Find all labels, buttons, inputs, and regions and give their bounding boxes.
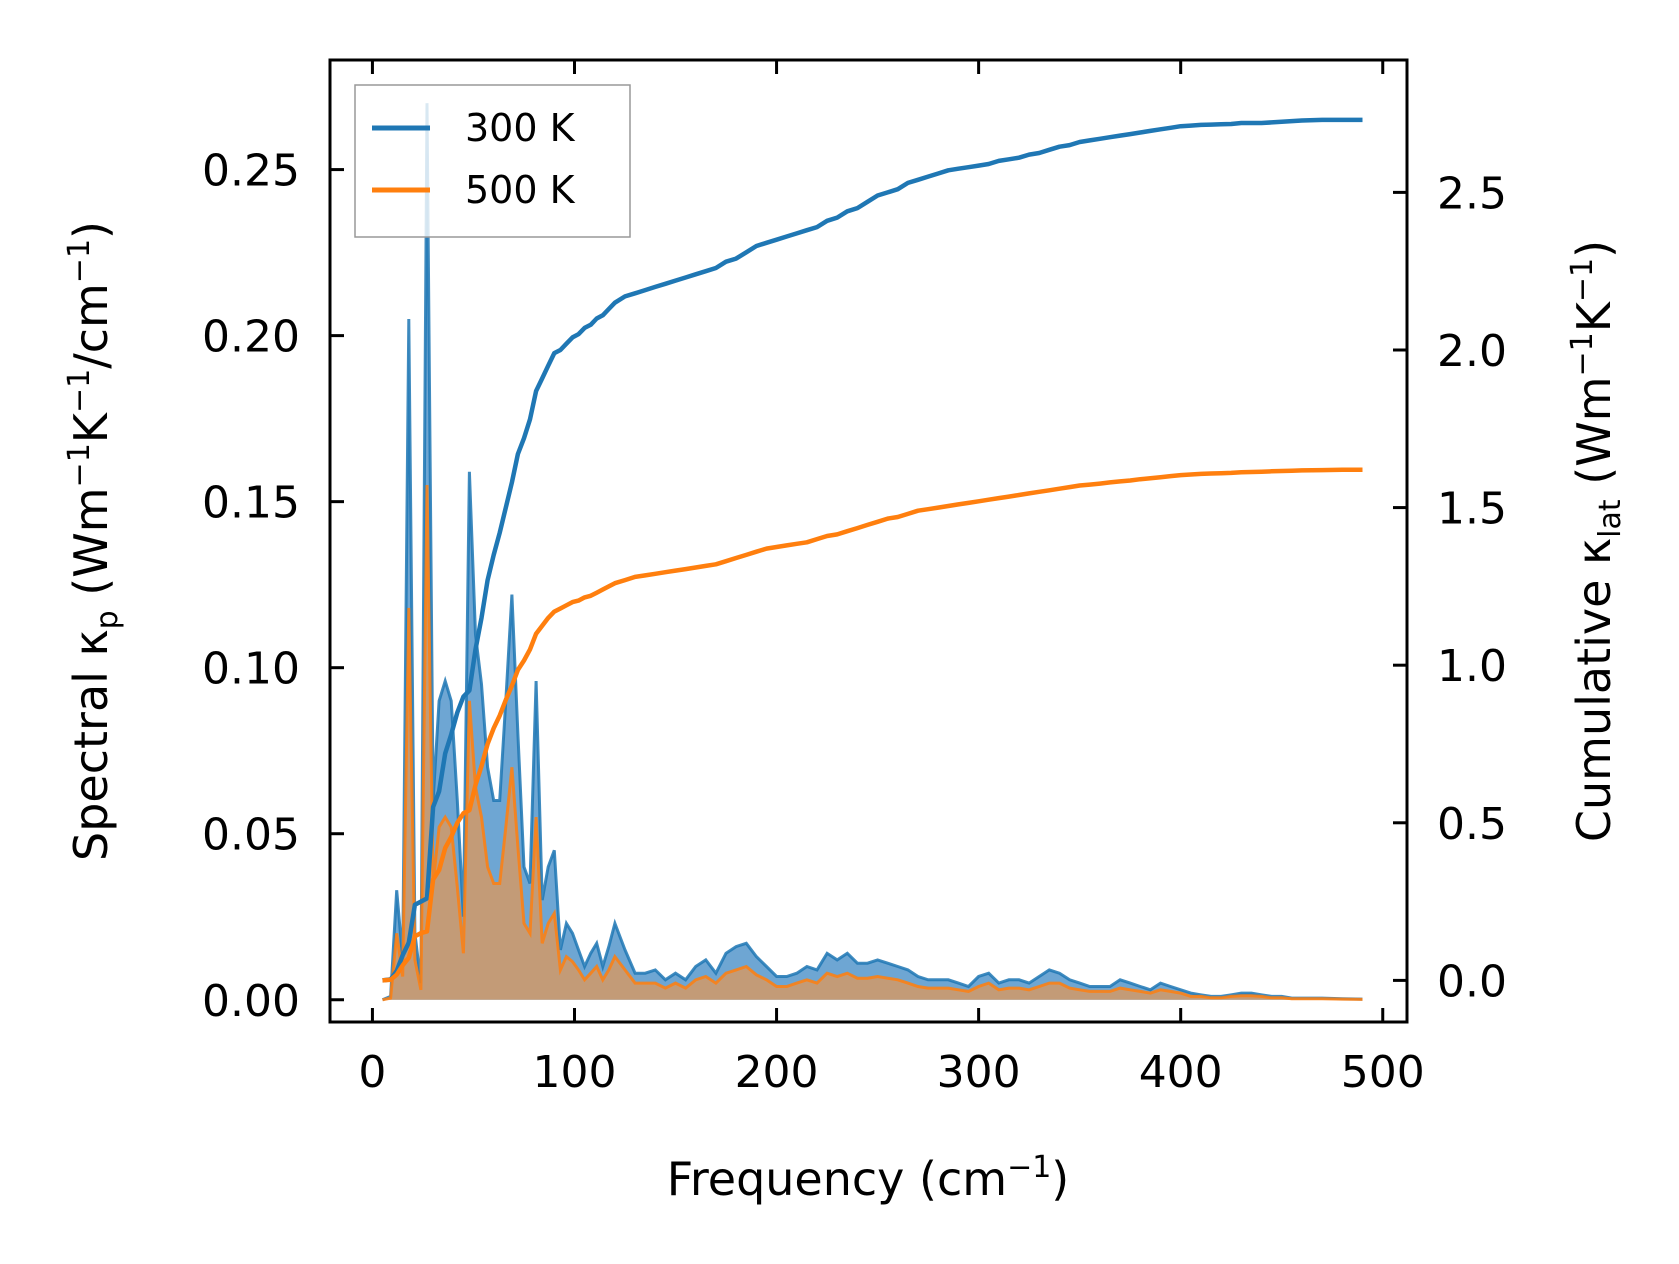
y-right-tick-label: 0.5 bbox=[1437, 799, 1507, 850]
x-tick-label: 300 bbox=[937, 1047, 1021, 1098]
x-tick-label: 500 bbox=[1341, 1047, 1425, 1098]
axes-frame bbox=[328, 58, 1409, 1024]
spectral-fills bbox=[381, 103, 1363, 1002]
legend-label-500k: 500 K bbox=[465, 168, 576, 212]
spectral-edge-300k bbox=[381, 103, 1363, 1002]
y-left-tick-label: 0.15 bbox=[202, 478, 300, 529]
y-right-tick-label: 1.5 bbox=[1437, 484, 1507, 535]
x-axis-label: Frequency (cm−1) bbox=[667, 1150, 1070, 1206]
y-left-tick-label: 0.20 bbox=[202, 312, 300, 363]
y-axis-right-ticks: 0.0 0.5 1.0 1.5 2.0 2.5 bbox=[1393, 168, 1507, 1007]
legend: 300 K 500 K bbox=[354, 84, 631, 238]
y-axis-left-ticks: 0.00 0.05 0.10 0.15 0.20 0.25 bbox=[202, 146, 344, 1027]
plot-area bbox=[381, 103, 1363, 1002]
spectral-edge-500k bbox=[382, 484, 1363, 1002]
y-left-tick-label: 0.05 bbox=[202, 810, 300, 861]
y-axis-left-label: Spectral κp (Wm−1K−1/cm−1) bbox=[62, 221, 125, 861]
cumulative-line-300k bbox=[382, 117, 1363, 983]
x-tick-label: 400 bbox=[1139, 1047, 1223, 1098]
y-axis-right-label: Cumulative κlat (Wm−1K−1) bbox=[1565, 240, 1628, 842]
y-right-tick-label: 2.0 bbox=[1437, 326, 1507, 377]
y-left-tick-label: 0.25 bbox=[202, 146, 300, 197]
y-left-tick-label: 0.00 bbox=[202, 976, 300, 1027]
legend-box bbox=[354, 84, 631, 238]
y-right-tick-label: 2.5 bbox=[1437, 168, 1507, 219]
x-tick-label: 200 bbox=[735, 1047, 819, 1098]
cumulative-line-500k bbox=[382, 467, 1363, 983]
cumulative-lines bbox=[382, 117, 1363, 983]
x-tick-label: 100 bbox=[533, 1047, 617, 1098]
spectral-fill-500k bbox=[382, 485, 1363, 1000]
y-left-tick-label: 0.10 bbox=[202, 644, 300, 695]
y-right-tick-label: 0.0 bbox=[1437, 956, 1507, 1007]
legend-label-300k: 300 K bbox=[465, 106, 576, 150]
y-right-tick-label: 1.0 bbox=[1437, 641, 1507, 692]
x-tick-label: 0 bbox=[358, 1047, 386, 1098]
x-axis-ticks: 0 100 200 300 400 500 bbox=[358, 60, 1425, 1098]
